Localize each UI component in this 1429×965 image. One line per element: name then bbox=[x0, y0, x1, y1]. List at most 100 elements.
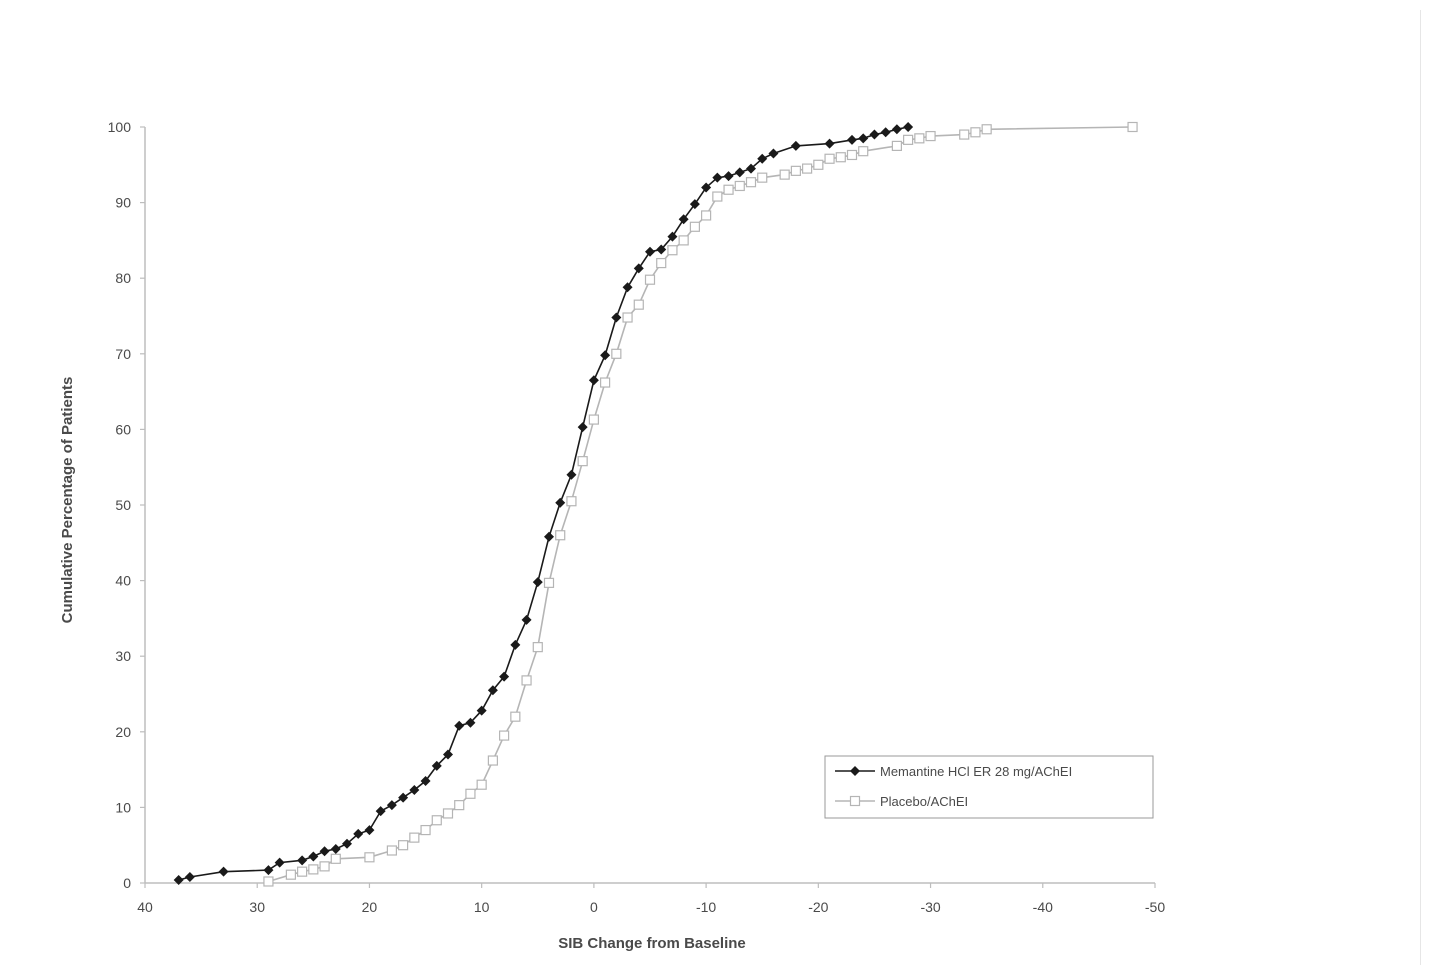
data-point-memantine bbox=[184, 871, 195, 882]
data-point-placebo bbox=[588, 414, 599, 425]
data-point-memantine bbox=[308, 851, 319, 862]
data-point-placebo bbox=[667, 245, 678, 256]
data-point-memantine bbox=[476, 705, 487, 716]
x-tick-label: -10 bbox=[696, 899, 716, 915]
data-point-placebo bbox=[330, 853, 341, 864]
data-point-placebo bbox=[835, 152, 846, 163]
y-tick-label: 70 bbox=[115, 346, 131, 362]
x-tick-label: -50 bbox=[1145, 899, 1165, 915]
data-point-placebo bbox=[386, 845, 397, 856]
data-point-placebo bbox=[409, 832, 420, 843]
data-point-memantine bbox=[544, 531, 554, 542]
data-point-memantine bbox=[420, 775, 431, 786]
data-point-memantine bbox=[689, 199, 700, 210]
data-point-placebo bbox=[263, 876, 274, 887]
legend-label-memantine: Memantine HCl ER 28 mg/AChEI bbox=[880, 764, 1072, 779]
data-point-placebo bbox=[757, 172, 768, 183]
series-layer bbox=[173, 121, 1138, 887]
data-point-memantine bbox=[757, 153, 768, 164]
x-tick-label: 30 bbox=[249, 899, 265, 915]
data-point-placebo bbox=[790, 165, 801, 176]
data-point-placebo bbox=[678, 235, 689, 246]
x-tick-label: 40 bbox=[137, 899, 153, 915]
data-point-memantine bbox=[645, 246, 655, 257]
data-point-placebo bbox=[487, 755, 498, 766]
data-point-placebo bbox=[364, 852, 375, 863]
data-point-memantine bbox=[847, 134, 857, 145]
data-point-memantine bbox=[656, 244, 667, 255]
data-point-memantine bbox=[319, 846, 330, 857]
data-point-placebo bbox=[981, 124, 992, 135]
data-point-memantine bbox=[173, 874, 184, 885]
data-point-memantine bbox=[375, 806, 386, 817]
data-point-memantine bbox=[431, 760, 442, 771]
y-tick-label: 40 bbox=[115, 573, 131, 589]
data-point-placebo bbox=[903, 134, 914, 145]
data-point-placebo bbox=[802, 163, 813, 174]
y-tick-label: 60 bbox=[115, 421, 131, 437]
legend-label-placebo: Placebo/AChEI bbox=[880, 794, 968, 809]
data-point-memantine bbox=[386, 800, 397, 811]
series-placebo bbox=[263, 121, 1138, 887]
data-point-placebo bbox=[970, 127, 981, 138]
data-point-placebo bbox=[656, 257, 667, 269]
legend-marker-placebo bbox=[849, 795, 861, 807]
data-point-placebo bbox=[779, 169, 790, 180]
series-memantine bbox=[173, 122, 914, 885]
data-point-memantine bbox=[768, 148, 779, 159]
x-tick-label: -40 bbox=[1033, 899, 1053, 915]
data-point-placebo bbox=[600, 377, 611, 388]
data-point-memantine bbox=[364, 825, 375, 836]
data-point-placebo bbox=[745, 177, 757, 188]
data-point-memantine bbox=[532, 577, 543, 588]
data-point-placebo bbox=[465, 788, 476, 799]
data-point-memantine bbox=[297, 855, 308, 866]
x-tick-label: -20 bbox=[808, 899, 828, 915]
data-point-memantine bbox=[342, 838, 352, 849]
data-point-placebo bbox=[813, 159, 824, 170]
legend: Memantine HCl ER 28 mg/AChEI Placebo/ACh… bbox=[824, 755, 1154, 819]
x-tick-label: 0 bbox=[590, 899, 598, 915]
data-point-memantine bbox=[701, 182, 712, 193]
y-tick-label: 0 bbox=[123, 875, 131, 891]
y-tick-label: 80 bbox=[115, 270, 131, 286]
legend-box bbox=[824, 755, 1154, 819]
data-point-memantine bbox=[880, 127, 891, 138]
data-point-placebo bbox=[925, 130, 936, 142]
data-point-memantine bbox=[869, 129, 880, 140]
data-point-placebo bbox=[1127, 121, 1138, 133]
data-point-memantine bbox=[824, 138, 835, 149]
data-point-placebo bbox=[431, 815, 442, 826]
data-point-memantine bbox=[600, 350, 611, 361]
data-point-placebo bbox=[285, 869, 296, 880]
data-point-placebo bbox=[442, 808, 454, 819]
legend-entry-memantine: Memantine HCl ER 28 mg/AChEI bbox=[835, 764, 1072, 779]
data-point-memantine bbox=[903, 122, 914, 132]
data-point-placebo bbox=[521, 675, 532, 686]
data-point-placebo bbox=[959, 129, 970, 140]
data-point-placebo bbox=[701, 210, 712, 221]
data-point-placebo bbox=[543, 577, 555, 588]
data-point-memantine bbox=[398, 792, 409, 803]
data-point-memantine bbox=[622, 282, 633, 293]
data-point-memantine bbox=[487, 685, 498, 696]
y-tick-label: 10 bbox=[115, 799, 131, 815]
data-point-placebo bbox=[734, 180, 745, 192]
x-axis-title: SIB Change from Baseline bbox=[558, 935, 746, 952]
data-point-memantine bbox=[734, 167, 745, 178]
data-point-placebo bbox=[566, 496, 577, 507]
data-point-placebo bbox=[510, 711, 521, 722]
data-point-placebo bbox=[297, 866, 308, 877]
data-point-placebo bbox=[420, 824, 431, 836]
data-point-memantine bbox=[891, 124, 902, 135]
y-tick-label: 30 bbox=[115, 648, 131, 664]
data-point-memantine bbox=[218, 866, 229, 877]
data-point-placebo bbox=[644, 274, 656, 285]
x-tick-label: 20 bbox=[362, 899, 378, 915]
y-axis-title: Cumulative Percentage of Patients bbox=[59, 377, 76, 624]
data-point-memantine bbox=[330, 843, 341, 854]
data-point-memantine bbox=[678, 214, 689, 225]
data-point-placebo bbox=[824, 153, 835, 164]
